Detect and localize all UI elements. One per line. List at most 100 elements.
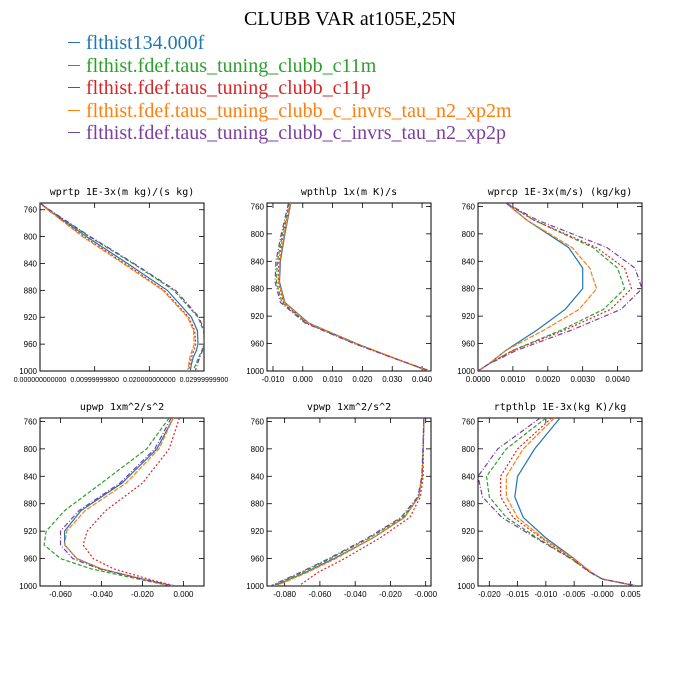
- x-tick-label: -0.060: [309, 590, 332, 599]
- series-line: [63, 418, 174, 586]
- x-tick-label: -0.010: [535, 590, 558, 599]
- plot-frame: [266, 417, 432, 587]
- y-tick-label: 840: [24, 472, 38, 481]
- y-tick-label: 920: [462, 527, 476, 536]
- x-tick-label: 0.005: [621, 590, 642, 599]
- series-line: [275, 418, 425, 586]
- x-tick-label: 0.020: [352, 375, 373, 384]
- panel-4: upwp 1xm^2/s^2 760 800 840 880 920 960 1000 -0.0…: [19, 402, 205, 599]
- y-tick-label: 800: [24, 233, 38, 242]
- figure-title: CLUBB VAR at105E,25N: [243, 8, 457, 30]
- y-tick-label: 1000: [457, 582, 475, 591]
- legend-label: flthist.fdef.taus_tuning_clubb_c11m: [86, 54, 377, 77]
- x-tick-label: 0.000: [293, 375, 314, 384]
- y-tick-label: 960: [251, 555, 265, 564]
- legend-swatch: [68, 64, 80, 66]
- y-tick-label: 960: [462, 555, 476, 564]
- x-tick-label: 0.0020: [536, 375, 561, 384]
- y-tick-label: 920: [251, 527, 265, 536]
- y-tick-label: 760: [462, 202, 476, 211]
- panel-title: upwp 1xm^2/s^2: [80, 402, 164, 413]
- x-tick-label: 0.020000000000: [123, 377, 176, 384]
- x-tick-label: -0.040: [90, 590, 113, 599]
- x-tick-label: -0.005: [563, 590, 586, 599]
- y-tick-label: 760: [251, 417, 265, 426]
- series-line: [40, 203, 204, 371]
- series-line: [278, 203, 429, 371]
- y-tick-label: 800: [251, 445, 265, 454]
- series-line: [478, 203, 598, 371]
- series-line: [485, 418, 638, 586]
- y-tick-label: 800: [462, 230, 476, 239]
- x-tick-label: -0.020: [478, 590, 501, 599]
- x-tick-label: -0.020: [131, 590, 154, 599]
- series-line: [59, 418, 174, 586]
- x-tick-label: 0.0000: [466, 375, 491, 384]
- series-line: [478, 418, 639, 586]
- legend-label: flthist.fdef.taus_tuning_clubb_c11p: [86, 77, 371, 99]
- y-tick-label: 960: [24, 340, 38, 349]
- series-line: [500, 418, 638, 586]
- x-tick-label: 0.00999999800: [70, 377, 119, 384]
- y-tick-label: 880: [24, 500, 38, 509]
- y-tick-label: 960: [462, 340, 476, 349]
- x-tick-label: -0.000: [591, 590, 614, 599]
- plot-frame: [477, 202, 643, 372]
- y-tick-label: 840: [462, 257, 476, 266]
- legend-item: flthist.fdef.taus_tuning_clubb_c11m: [68, 55, 512, 78]
- x-tick-label: 0.0010: [501, 375, 526, 384]
- panel-title: rtpthlp 1E-3x(kg K)/kg: [494, 402, 626, 413]
- series-line: [478, 203, 642, 371]
- panel-3: wprcp 1E-3x(m/s) (kg/kg) 760 800 840 880 920 9…: [457, 187, 643, 384]
- y-tick-label: 800: [251, 230, 265, 239]
- series-line: [505, 418, 638, 586]
- panel-title: wpthlp 1x(m K)/s: [301, 187, 397, 198]
- panel-6: rtpthlp 1E-3x(kg K)/kg 760 800 840 880 920 960…: [457, 402, 643, 599]
- y-tick-label: 760: [462, 417, 476, 426]
- series-line: [40, 203, 199, 371]
- legend-item: flthist.fdef.taus_tuning_clubb_c_invrs_t…: [68, 122, 512, 145]
- panel-title: wprcp 1E-3x(m/s) (kg/kg): [488, 187, 633, 198]
- y-tick-label: 840: [251, 257, 265, 266]
- x-tick-label: 0.0040: [605, 375, 630, 384]
- legend-item: flthist.fdef.taus_tuning_clubb_c11p: [68, 77, 512, 100]
- legend-swatch: [68, 132, 80, 134]
- legend: flthist134.000f flthist.fdef.taus_tuning…: [68, 32, 512, 145]
- series-line: [40, 203, 195, 371]
- x-tick-label: -0.020: [379, 590, 402, 599]
- y-tick-label: 1000: [19, 582, 37, 591]
- series-line: [273, 418, 425, 586]
- y-tick-label: 960: [24, 555, 38, 564]
- y-tick-label: 800: [24, 445, 38, 454]
- y-tick-label: 840: [251, 472, 265, 481]
- panel-1: wprtp 1E-3x(m kg)/(s kg) 760 800 840 880 920 9…: [14, 187, 229, 384]
- y-tick-label: 880: [251, 285, 265, 294]
- legend-swatch: [68, 109, 80, 111]
- plot-frame: [266, 202, 432, 372]
- y-tick-label: 960: [251, 340, 265, 349]
- x-tick-label: 0.010: [323, 375, 344, 384]
- y-tick-label: 920: [24, 527, 38, 536]
- series-line: [277, 203, 429, 371]
- x-tick-label: 0.02999999900: [180, 377, 229, 384]
- y-tick-label: 1000: [246, 367, 264, 376]
- y-tick-label: 1000: [19, 367, 37, 376]
- legend-swatch: [68, 87, 80, 89]
- series-line: [278, 203, 429, 371]
- legend-swatch: [68, 42, 80, 44]
- x-tick-label: -0.015: [506, 590, 529, 599]
- x-tick-label: 0.0030: [570, 375, 595, 384]
- series-line: [298, 418, 425, 586]
- legend-label: flthist.fdef.taus_tuning_clubb_c_invrs_t…: [86, 122, 506, 144]
- x-tick-label: -0.010: [262, 375, 285, 384]
- y-tick-label: 840: [462, 472, 476, 481]
- y-tick-label: 840: [24, 259, 38, 268]
- legend-label: flthist.fdef.taus_tuning_clubb_c_invrs_t…: [86, 99, 512, 122]
- plot-frame: [39, 417, 205, 587]
- y-tick-label: 760: [24, 206, 38, 215]
- y-tick-label: 880: [251, 500, 265, 509]
- legend-label: flthist134.000f: [86, 32, 205, 54]
- x-tick-label: 0.030: [382, 375, 403, 384]
- y-tick-label: 880: [462, 285, 476, 294]
